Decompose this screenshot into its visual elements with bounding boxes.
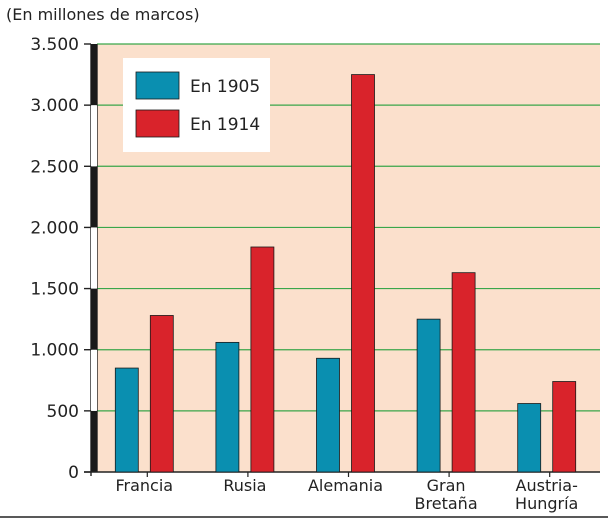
y-tick-label: 2.000 bbox=[30, 218, 79, 238]
x-tick-label: Rusia bbox=[223, 476, 266, 495]
y-axis-segment bbox=[91, 288, 97, 350]
bar-1905 bbox=[114, 367, 139, 473]
y-axis-segment bbox=[91, 349, 97, 411]
x-tick-label: Francia bbox=[115, 476, 173, 495]
x-tick-label: Gran bbox=[427, 476, 466, 495]
y-tick-label: 1.000 bbox=[30, 341, 79, 361]
legend-label: En 1905 bbox=[190, 77, 260, 97]
x-tick-label: Alemania bbox=[308, 476, 383, 495]
bar-1914 bbox=[451, 272, 476, 473]
x-tick-label: Hungría bbox=[515, 494, 578, 513]
bar-1914 bbox=[250, 246, 275, 473]
y-axis-segment bbox=[91, 44, 97, 106]
unit-label: (En millones de marcos) bbox=[6, 5, 200, 24]
bar-1914 bbox=[149, 315, 174, 473]
y-axis-segment bbox=[91, 410, 97, 472]
y-tick-label: 2.500 bbox=[30, 157, 79, 177]
y-axis-segment bbox=[91, 227, 97, 289]
y-tick-label: 3.500 bbox=[30, 35, 79, 55]
legend-swatch bbox=[135, 71, 180, 100]
x-tick-label: Austria- bbox=[516, 476, 578, 495]
x-tick-label: Bretaña bbox=[415, 494, 478, 513]
bar-1914 bbox=[552, 381, 577, 473]
y-tick-label: 0 bbox=[68, 463, 79, 483]
bar-1905 bbox=[517, 403, 542, 473]
y-tick-label: 500 bbox=[47, 402, 79, 422]
y-tick-label: 3.000 bbox=[30, 96, 79, 116]
legend-label: En 1914 bbox=[190, 115, 260, 135]
y-tick-label: 1.500 bbox=[30, 280, 79, 300]
legend-swatch bbox=[135, 109, 180, 138]
bar-1905 bbox=[215, 341, 240, 473]
y-axis-segment bbox=[91, 105, 97, 167]
bar-1905 bbox=[316, 357, 340, 473]
bar-1914 bbox=[351, 74, 375, 473]
bar-1905 bbox=[416, 318, 441, 473]
y-axis-segment bbox=[91, 166, 97, 228]
